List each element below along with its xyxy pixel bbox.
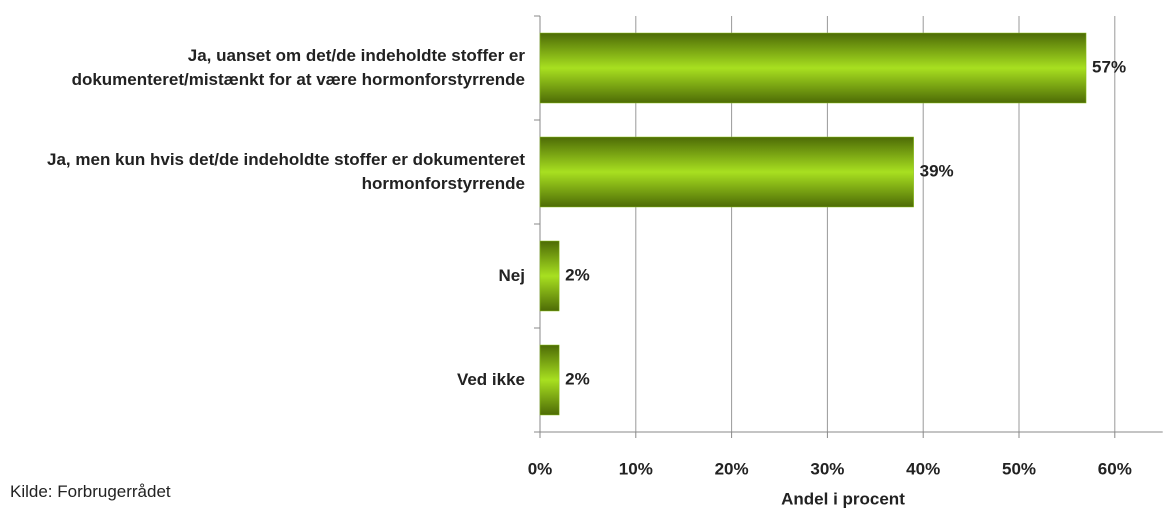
bar — [539, 32, 1087, 104]
x-tick-label: 20% — [715, 459, 749, 478]
x-tick-label: 0% — [528, 459, 553, 478]
x-tick-label: 10% — [619, 459, 653, 478]
category-label: Ja, uanset om det/de indeholdte stoffer … — [71, 46, 525, 89]
x-axis-title: Andel i procent — [781, 489, 905, 508]
value-label: 2% — [565, 265, 590, 284]
bar — [539, 240, 560, 312]
x-tick-label: 30% — [810, 459, 844, 478]
category-label: Ja, men kun hvis det/de indeholdte stoff… — [47, 150, 525, 193]
x-tick-label: 50% — [1002, 459, 1036, 478]
value-label: 39% — [920, 161, 954, 180]
bar — [539, 344, 560, 416]
source: Kilde: Forbrugerrådet — [10, 482, 171, 501]
bar — [539, 136, 914, 208]
x-tick-label: 60% — [1098, 459, 1132, 478]
x-tick-label: 40% — [906, 459, 940, 478]
category-label: Nej — [498, 266, 525, 285]
value-label: 2% — [565, 369, 590, 388]
category-label: Ved ikke — [456, 370, 525, 389]
value-label: 57% — [1092, 57, 1126, 76]
